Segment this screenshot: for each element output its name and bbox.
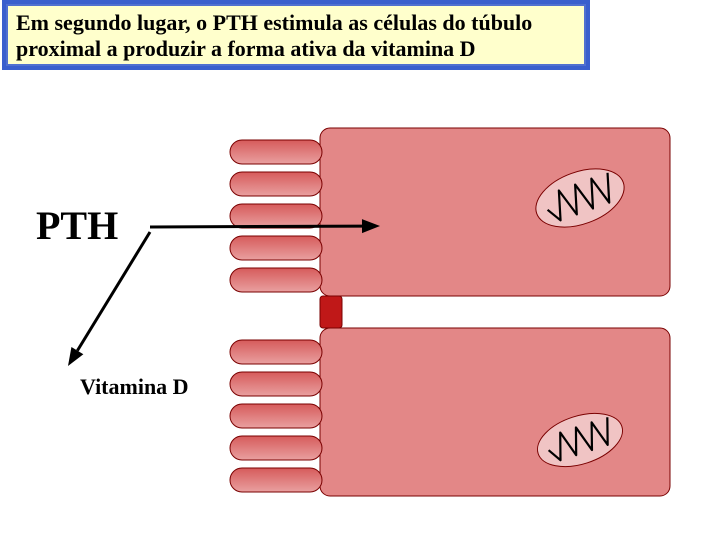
tubule-cell-bottom [230,328,670,496]
microvillus [230,236,322,260]
microvillus [230,268,322,292]
microvillus [230,172,322,196]
tubule-cell-top [230,128,670,296]
cell-diagram [0,0,720,540]
microvillus [230,404,322,428]
cell-junction [320,296,342,328]
microvillus [230,340,322,364]
microvillus [230,436,322,460]
arrow-pth-to-vitd [68,232,150,366]
microvillus [230,372,322,396]
microvillus [230,468,322,492]
microvillus [230,140,322,164]
microvillus [230,204,322,228]
